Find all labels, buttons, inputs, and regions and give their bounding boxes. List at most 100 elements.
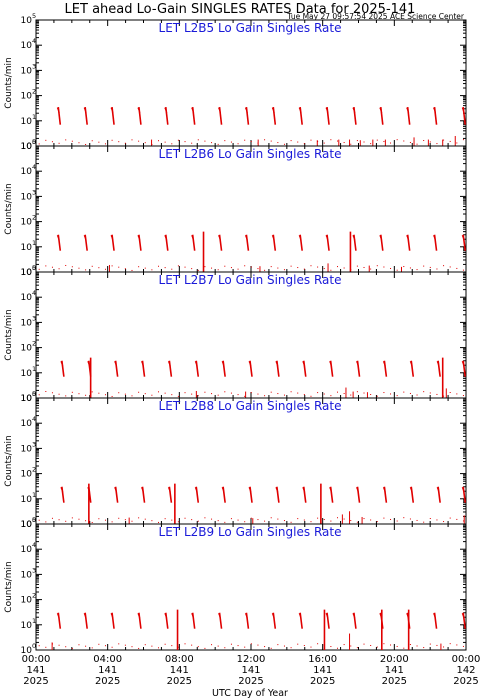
rate-pass [461,107,465,113]
rate-pass [195,486,200,503]
data-point [71,391,73,393]
rate-pass [60,361,64,367]
rate-pass [437,486,441,503]
rate-pass [326,234,330,251]
data-point [164,141,166,143]
x-tick-time: 12:00 [237,654,266,665]
y-tick-label: 10 [21,318,33,328]
rate-pass [325,235,329,241]
data-point [396,520,398,522]
data-point [164,392,166,394]
rate-pass [194,361,198,367]
data-point [297,267,299,269]
panel-title: LET L2B6 Lo Gain Singles Rate [159,147,342,161]
data-point [250,643,252,645]
data-point [217,520,219,522]
rate-pass [137,613,141,619]
data-point [416,645,418,647]
y-tick-label: 10 [21,92,33,102]
data-point [376,521,378,523]
data-point [330,646,332,648]
data-point [65,139,67,141]
data-point [138,266,140,268]
data-point [38,268,40,270]
data-series [38,357,467,398]
rate-pass [272,234,277,251]
rate-pass [114,361,118,367]
data-point [65,264,67,266]
data-point [91,391,93,393]
data-point [184,266,186,268]
data-point [124,142,126,144]
y-tick-exponent: 4 [32,415,36,423]
data-point [224,521,226,523]
data-point [230,141,232,143]
data-point [204,647,206,649]
data-point [91,140,93,142]
data-point [403,517,405,519]
data-point [270,266,272,268]
data-point [290,647,292,649]
data-point [303,394,305,396]
rate-pass [61,486,65,503]
data-point [171,268,173,270]
data-point [144,518,146,520]
y-tick-exponent: 0 [32,390,36,398]
data-point [303,519,305,521]
data-point [290,521,292,523]
rate-pass [167,361,171,367]
y-tick-exponent: 0 [32,516,36,524]
data-point [51,517,53,519]
data-point [85,269,87,271]
data-point [184,392,186,394]
rate-pass [164,107,168,113]
y-tick-label: 10 [21,243,33,253]
data-point [244,521,246,523]
rate-pass [275,361,279,367]
y-tick-label: 10 [21,41,33,51]
data-point [396,269,398,271]
rate-pass [248,361,252,367]
data-point [91,265,93,267]
data-point [71,517,73,519]
data-point [124,644,126,646]
data-point [257,393,259,395]
y-tick-exponent: 2 [32,88,36,96]
data-point [224,391,226,393]
data-point [197,269,199,271]
rate-pass [409,487,413,493]
data-point [343,393,345,395]
data-point [283,520,285,522]
data-point [350,520,352,522]
data-point [383,643,385,645]
data-point [211,267,213,269]
y-tick-label: 10 [21,570,33,580]
data-point [356,521,358,523]
data-point [111,646,113,648]
rate-pass [433,612,438,629]
rate-pass [275,487,279,493]
rate-pass [437,360,441,377]
data-point [65,646,67,648]
data-point [85,645,87,647]
y-tick-label: 10 [21,66,33,76]
rate-pass [191,613,195,619]
rate-pass [111,234,115,251]
x-tick-time: 04:00 [93,654,122,665]
rate-pass [218,107,222,113]
rate-pass [56,107,60,113]
y-axis-label: Counts/min [4,183,14,234]
data-point [436,268,438,270]
data-point [283,143,285,145]
data-point [237,143,239,145]
data-point [383,392,385,394]
data-point [224,140,226,142]
y-tick-label: 10 [21,192,33,202]
rate-pass [114,487,118,493]
rate-pass [191,612,196,629]
data-point [51,141,53,143]
rate-pass [352,235,356,241]
data-point [131,139,133,141]
data-point [423,521,425,523]
data-point [191,644,193,646]
